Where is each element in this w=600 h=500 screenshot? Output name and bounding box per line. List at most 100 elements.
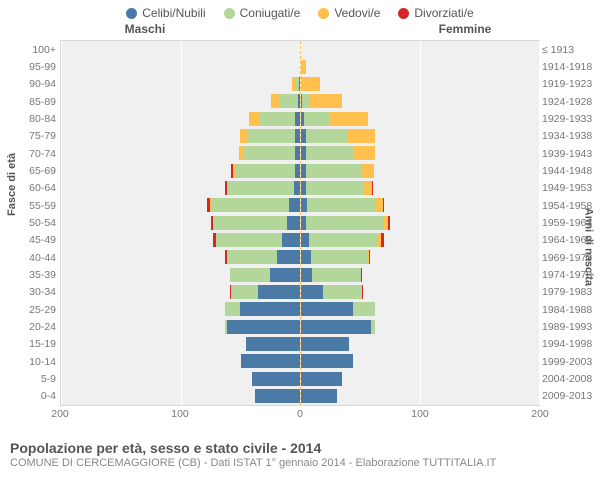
segment-c [300, 250, 311, 264]
segment-k [306, 216, 384, 230]
segment-k [225, 302, 240, 316]
segment-k [216, 233, 282, 247]
segment-k [323, 285, 362, 299]
segment-k [228, 181, 294, 195]
segment-d [369, 250, 370, 264]
segment-v [302, 77, 320, 91]
age-label: 50-54 [16, 217, 56, 229]
footer: Popolazione per età, sesso e stato civil… [0, 436, 600, 469]
birth-year-label: 1959-1963 [542, 217, 597, 229]
age-label: 95-99 [16, 61, 56, 73]
legend-swatch [224, 8, 235, 19]
segment-c [282, 233, 300, 247]
center-line [300, 41, 301, 405]
birth-year-label: 1989-1993 [542, 321, 597, 333]
legend-label: Divorziati/e [414, 6, 473, 20]
age-label: 70-74 [16, 148, 56, 160]
segment-d [383, 198, 384, 212]
birth-year-label: 1939-1943 [542, 148, 597, 160]
age-label: 30-34 [16, 286, 56, 298]
birth-year-label: 1929-1933 [542, 113, 597, 125]
segment-k [306, 146, 354, 160]
chart-subtitle: COMUNE DI CERCEMAGGIORE (CB) - Dati ISTA… [10, 457, 590, 469]
legend-swatch [318, 8, 329, 19]
segment-k [307, 198, 376, 212]
birth-year-label: 1969-1973 [542, 252, 597, 264]
age-label: 15-19 [16, 338, 56, 350]
segment-k [306, 129, 348, 143]
legend-swatch [126, 8, 137, 19]
segment-k [353, 302, 376, 316]
segment-c [246, 337, 300, 351]
segment-d [361, 268, 362, 282]
label-femmine: Femmine [290, 22, 600, 36]
segment-k [280, 94, 298, 108]
segment-c [252, 372, 300, 386]
segment-v [330, 112, 368, 126]
segment-k [227, 250, 278, 264]
birth-year-label: 1974-1978 [542, 269, 597, 281]
age-label: 45-49 [16, 234, 56, 246]
chart-area: Fasce di età Anni di nascita 100+≤ 19139… [0, 36, 600, 436]
segment-k [371, 320, 376, 334]
segment-c [277, 250, 300, 264]
age-label: 60-64 [16, 182, 56, 194]
legend-item: Celibi/Nubili [126, 6, 205, 20]
birth-year-label: 1984-1988 [542, 304, 597, 316]
segment-c [300, 372, 342, 386]
group-labels: Maschi Femmine [0, 22, 600, 36]
age-label: 20-24 [16, 321, 56, 333]
segment-k [231, 285, 258, 299]
segment-c [300, 285, 323, 299]
birth-year-label: 1914-1918 [542, 61, 597, 73]
age-label: 5-9 [16, 373, 56, 385]
segment-c [241, 354, 300, 368]
x-tick-label: 0 [297, 408, 303, 420]
plot: 100+≤ 191395-991914-191890-941919-192385… [60, 40, 540, 406]
segment-c [300, 337, 349, 351]
segment-k [259, 112, 295, 126]
segment-v [361, 164, 374, 178]
gridline [181, 41, 182, 405]
age-label: 10-14 [16, 356, 56, 368]
segment-c [300, 233, 309, 247]
birth-year-label: 1924-1928 [542, 96, 597, 108]
legend-label: Vedovi/e [334, 6, 380, 20]
birth-year-label: 1964-1968 [542, 234, 597, 246]
age-label: 35-39 [16, 269, 56, 281]
segment-v [310, 94, 342, 108]
segment-c [300, 354, 353, 368]
segment-v [364, 181, 372, 195]
segment-c [300, 302, 353, 316]
segment-d [381, 233, 383, 247]
legend-item: Vedovi/e [318, 6, 380, 20]
segment-k [213, 216, 286, 230]
age-label: 40-44 [16, 252, 56, 264]
segment-c [255, 389, 300, 403]
gridline [61, 41, 62, 405]
segment-d [372, 181, 373, 195]
segment-v [301, 60, 306, 74]
birth-year-label: 1979-1983 [542, 286, 597, 298]
age-label: 85-89 [16, 96, 56, 108]
segment-k [306, 181, 364, 195]
gridline [420, 41, 421, 405]
segment-k [302, 94, 309, 108]
legend-swatch [398, 8, 409, 19]
gridline [539, 41, 540, 405]
segment-c [289, 198, 300, 212]
segment-v [240, 129, 247, 143]
birth-year-label: 1919-1923 [542, 78, 597, 90]
segment-k [243, 146, 296, 160]
legend-item: Divorziati/e [398, 6, 473, 20]
label-maschi: Maschi [0, 22, 290, 36]
birth-year-label: 1934-1938 [542, 130, 597, 142]
segment-v [249, 112, 260, 126]
segment-k [312, 268, 361, 282]
birth-year-label: 2004-2008 [542, 373, 597, 385]
birth-year-label: 1949-1953 [542, 182, 597, 194]
x-axis-ticks: 2001000100200 [60, 408, 540, 422]
segment-c [300, 268, 312, 282]
segment-v [376, 198, 383, 212]
birth-year-label: 1944-1948 [542, 165, 597, 177]
